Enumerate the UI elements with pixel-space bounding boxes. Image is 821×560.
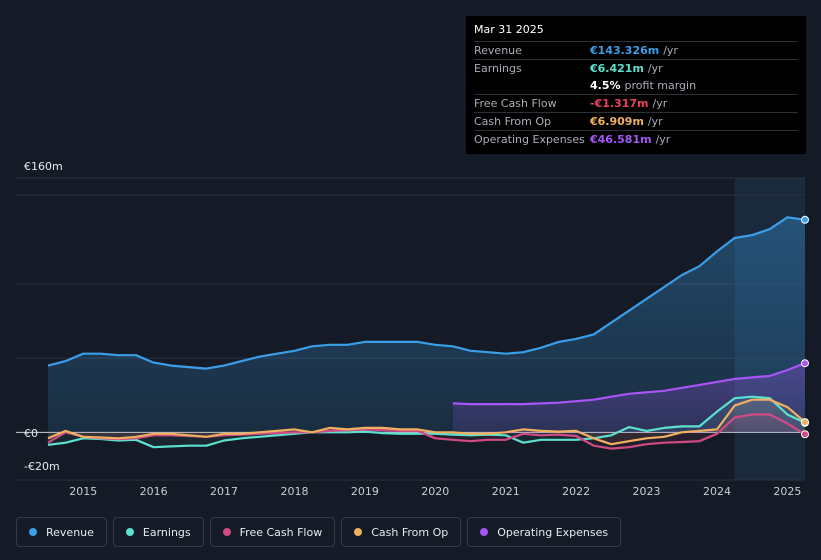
tooltip-unit: /yr bbox=[647, 62, 663, 75]
legend-dot-icon bbox=[354, 528, 363, 536]
x-tick-label: 2025 bbox=[773, 485, 801, 498]
line-cash-from-op bbox=[47, 398, 806, 446]
tooltip-value: 4.5% bbox=[590, 79, 621, 92]
tooltip-value: €6.909m bbox=[590, 115, 644, 128]
tooltip-label: Earnings bbox=[474, 62, 522, 75]
tooltip-row: Cash From Op €6.909m/yr bbox=[474, 112, 798, 130]
tooltip-value: €6.421m bbox=[590, 62, 644, 75]
legend-item-revenue[interactable]: Revenue bbox=[16, 517, 107, 547]
tooltip-row: 4.5% profit margin bbox=[474, 77, 798, 94]
tooltip-value: -€1.317m bbox=[590, 97, 649, 110]
line-revenue bbox=[47, 216, 806, 370]
legend-item-earnings[interactable]: Earnings bbox=[112, 517, 204, 547]
tooltip-row: Earnings €6.421m/yr bbox=[474, 59, 798, 77]
legend-dot-icon bbox=[125, 528, 134, 536]
x-tick-label: 2021 bbox=[492, 485, 520, 498]
tooltip-unit: /yr bbox=[647, 115, 663, 128]
legend-label: Earnings bbox=[142, 525, 191, 539]
legend-label: Cash From Op bbox=[371, 525, 449, 539]
y-axis-label: -€20m bbox=[24, 460, 60, 473]
legend-item-operating-expenses[interactable]: Operating Expenses bbox=[467, 517, 622, 547]
legend-label: Free Cash Flow bbox=[239, 525, 323, 539]
tooltip-label: Free Cash Flow bbox=[474, 97, 557, 110]
tooltip-label: Operating Expenses bbox=[474, 133, 585, 146]
end-dot-cash-from-op bbox=[801, 418, 809, 427]
end-dot-revenue bbox=[801, 215, 809, 224]
x-tick-label: 2023 bbox=[633, 485, 661, 498]
chart-legend: Revenue Earnings Free Cash Flow Cash From O… bbox=[16, 517, 622, 547]
y-axis-label: €0 bbox=[24, 427, 38, 440]
tooltip-unit: /yr bbox=[663, 44, 678, 57]
tooltip-label: Revenue bbox=[474, 44, 522, 57]
legend-dot-icon bbox=[29, 528, 37, 536]
tooltip-row: Revenue €143.326m/yr bbox=[474, 41, 798, 59]
tooltip-row: Operating Expenses €46.581m/yr bbox=[474, 130, 798, 148]
line-free-cash-flow bbox=[47, 413, 806, 450]
x-tick-label: 2016 bbox=[140, 485, 168, 498]
x-tick-label: 2019 bbox=[351, 485, 379, 498]
x-tick-label: 2018 bbox=[280, 485, 308, 498]
legend-item-free-cash-flow[interactable]: Free Cash Flow bbox=[209, 517, 336, 547]
tooltip-label: Cash From Op bbox=[474, 115, 552, 128]
area-revenue bbox=[48, 217, 805, 433]
legend-dot-icon bbox=[480, 528, 489, 536]
end-dot-operating-expenses bbox=[801, 359, 809, 368]
tooltip-row: Free Cash Flow -€1.317m/yr bbox=[474, 94, 798, 112]
x-tick-label: 2017 bbox=[210, 485, 238, 498]
data-tooltip: Mar 31 2025 Revenue €143.326m/yr Earnings €… bbox=[466, 16, 806, 154]
y-axis-label: €160m bbox=[24, 160, 63, 173]
x-tick-label: 2024 bbox=[703, 485, 731, 498]
line-operating-expenses bbox=[452, 362, 806, 406]
x-tick-label: 2022 bbox=[562, 485, 590, 498]
tooltip-unit: profit margin bbox=[624, 79, 697, 92]
tooltip-date: Mar 31 2025 bbox=[474, 23, 544, 36]
tooltip-value: €143.326m bbox=[590, 44, 660, 57]
x-tick-label: 2015 bbox=[69, 485, 97, 498]
tooltip-unit: /yr bbox=[655, 133, 671, 146]
x-tick-label: 2020 bbox=[421, 485, 449, 498]
legend-dot-icon bbox=[222, 528, 231, 536]
end-dot-free-cash-flow bbox=[801, 430, 809, 439]
legend-item-cash-from-op[interactable]: Cash From Op bbox=[341, 517, 462, 547]
legend-label: Revenue bbox=[46, 525, 94, 539]
tooltip-value: €46.581m bbox=[590, 133, 652, 146]
legend-label: Operating Expenses bbox=[497, 525, 609, 539]
tooltip-unit: /yr bbox=[652, 97, 668, 110]
